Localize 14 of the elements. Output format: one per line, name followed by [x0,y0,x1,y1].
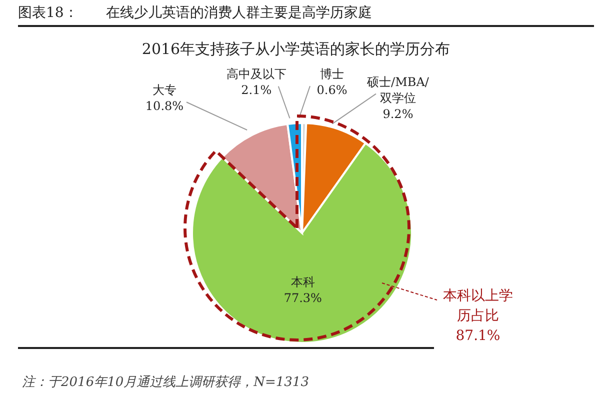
data-label: 9.2% [382,106,414,122]
slice-label: 本科 [290,274,316,290]
slice-label: 高中及以下 [225,66,288,82]
data-label: 10.8% [144,98,185,114]
data-label: 0.6% [316,82,348,98]
data-label: 2.1% [240,82,273,98]
slice-label: 博士 [319,66,345,82]
chart-subtitle: 2016年支持孩子从小学英语的家长的学历分布 [140,40,452,59]
slice-label: 大专 [151,82,178,98]
slice-label: 硕士/MBA/双学位 [366,74,430,106]
chart-title: 图表18： 在线少儿英语的消费人群主要是高学历家庭 [18,4,373,22]
text: 注：于2016年10月通过线上调研获得，N=1313 [22,374,309,391]
text: 本科以上学历占比87.1% [442,287,514,346]
data-label: 77.3% [282,290,323,306]
